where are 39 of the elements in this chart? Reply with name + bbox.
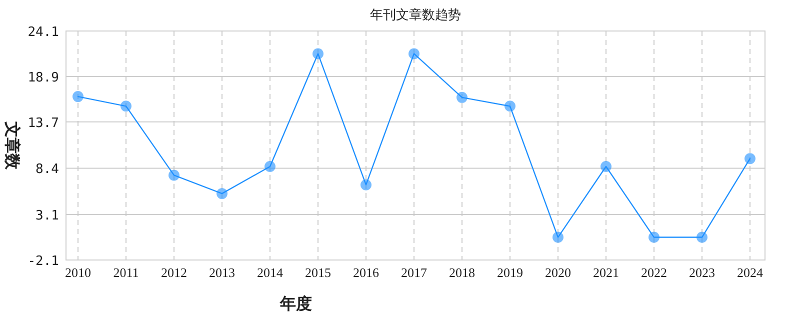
y-axis-title: 文章数 xyxy=(3,120,22,170)
point xyxy=(72,91,84,102)
point xyxy=(552,232,564,243)
x-tick-label: 2010 xyxy=(65,265,91,280)
y-tick-label: 24.1 xyxy=(28,25,59,40)
chart-title: 年刊文章数趋势 xyxy=(370,8,461,23)
x-tick-label: 2012 xyxy=(161,265,187,280)
point xyxy=(360,179,372,190)
x-tick-label: 2017 xyxy=(401,265,428,280)
x-tick-label: 2016 xyxy=(353,265,380,280)
point xyxy=(504,100,516,112)
point xyxy=(168,170,180,181)
x-tick-label: 2023 xyxy=(689,265,715,280)
x-tick-label: 2011 xyxy=(113,265,139,280)
y-tick-label: 8.4 xyxy=(36,162,60,178)
x-tick-label: 2013 xyxy=(209,265,235,280)
y-tick-label: 13.7 xyxy=(28,116,59,131)
x-tick-label: 2021 xyxy=(593,265,619,280)
point xyxy=(264,160,276,172)
point xyxy=(408,48,420,60)
point xyxy=(600,160,612,172)
x-tick-label: 2022 xyxy=(641,265,667,280)
x-tick-label: 2014 xyxy=(257,265,284,280)
point xyxy=(744,153,756,164)
point xyxy=(312,48,324,60)
point xyxy=(456,92,468,103)
y-tick-label: 3.1 xyxy=(36,208,59,224)
point xyxy=(120,100,132,112)
y-tick-label: -2.1 xyxy=(28,254,59,269)
y-tick-label: 18.9 xyxy=(28,70,59,86)
x-axis-title: 年度 xyxy=(279,294,312,313)
x-tick-label: 2024 xyxy=(737,265,764,280)
point xyxy=(696,232,708,243)
x-tick-label: 2020 xyxy=(545,265,571,280)
x-tick-label: 2019 xyxy=(497,265,523,280)
x-tick-label: 2015 xyxy=(305,265,331,280)
x-tick-label: 2018 xyxy=(449,265,475,280)
point xyxy=(216,188,228,200)
point xyxy=(648,232,660,243)
